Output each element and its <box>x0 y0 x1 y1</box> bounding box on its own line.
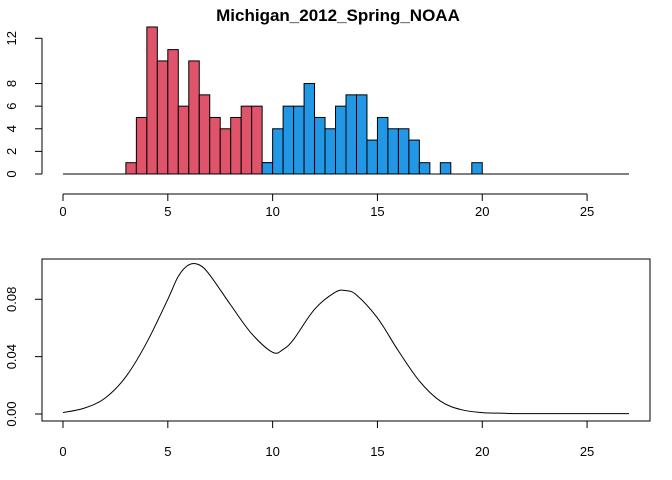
histogram-bar <box>366 139 378 175</box>
histogram-x-tick-label: 25 <box>580 204 594 219</box>
histogram-bar <box>293 105 305 175</box>
histogram-bar <box>230 116 242 175</box>
histogram-bar <box>125 162 137 175</box>
histogram-bar <box>335 105 347 175</box>
histogram-bar <box>167 49 179 175</box>
density-frame <box>41 258 651 422</box>
histogram-y-tick-label: 2 <box>4 148 19 155</box>
density-x-tick-label: 20 <box>475 444 489 459</box>
density-x-tick-label: 0 <box>59 444 66 459</box>
histogram-bar <box>240 105 253 175</box>
density-x-tick-label: 15 <box>370 444 384 459</box>
histogram-bar <box>397 128 410 175</box>
density-y-tick-label: 0.00 <box>4 401 19 426</box>
histogram-y-tick-label: 0 <box>4 170 19 177</box>
histogram-bar <box>177 105 190 175</box>
histogram-y-tick-label: 12 <box>4 31 19 45</box>
histogram-bar <box>219 128 232 175</box>
histogram-bar <box>355 94 368 175</box>
histogram-bar <box>135 116 148 175</box>
density-line <box>62 263 630 415</box>
density-plot: 0 5 10 15 20 25 0.00 0.04 0.08 <box>4 258 651 459</box>
histogram-bar <box>188 60 200 175</box>
histogram-bar <box>314 116 326 175</box>
histogram-bar <box>345 94 357 175</box>
histogram-bar <box>282 105 295 175</box>
histogram-x-tick-label: 10 <box>265 204 279 219</box>
histogram-bars <box>63 26 629 175</box>
histogram-bar <box>261 162 274 175</box>
histogram-bar <box>198 94 211 175</box>
histogram-x-tick-label: 20 <box>475 204 489 219</box>
histogram-x-tick-label: 5 <box>164 204 171 219</box>
density-x-tick-label: 5 <box>164 444 171 459</box>
histogram-bar <box>376 116 389 175</box>
density-y-tick-label: 0.04 <box>4 344 19 369</box>
density-x-tick-label: 25 <box>580 444 594 459</box>
histogram-x-tick-label: 0 <box>59 204 66 219</box>
histogram-bar <box>439 162 452 175</box>
density-x-tick-label: 10 <box>265 444 279 459</box>
histogram-bar <box>387 128 399 175</box>
histogram-bar <box>418 162 431 175</box>
histogram-y-tick-label: 8 <box>4 80 19 87</box>
histogram-bar <box>408 139 420 175</box>
histogram-axes: 0 5 10 15 20 25 0 2 4 6 8 12 <box>4 31 594 219</box>
histogram-title: Michigan_2012_Spring_NOAA <box>216 6 460 25</box>
histogram-y-tick-label: 6 <box>4 103 19 110</box>
histogram-bar <box>209 116 221 175</box>
histogram-bar <box>272 128 284 175</box>
density-y-tick-label: 0.08 <box>4 287 19 312</box>
histogram-x-tick-label: 15 <box>370 204 384 219</box>
histogram-bar <box>156 60 169 175</box>
histogram-bar <box>251 105 263 175</box>
histogram-bar <box>146 26 158 175</box>
histogram-bar <box>303 83 316 175</box>
histogram-y-tick-label: 4 <box>4 125 19 132</box>
histogram-bar <box>471 162 483 175</box>
histogram-bar <box>324 128 337 175</box>
